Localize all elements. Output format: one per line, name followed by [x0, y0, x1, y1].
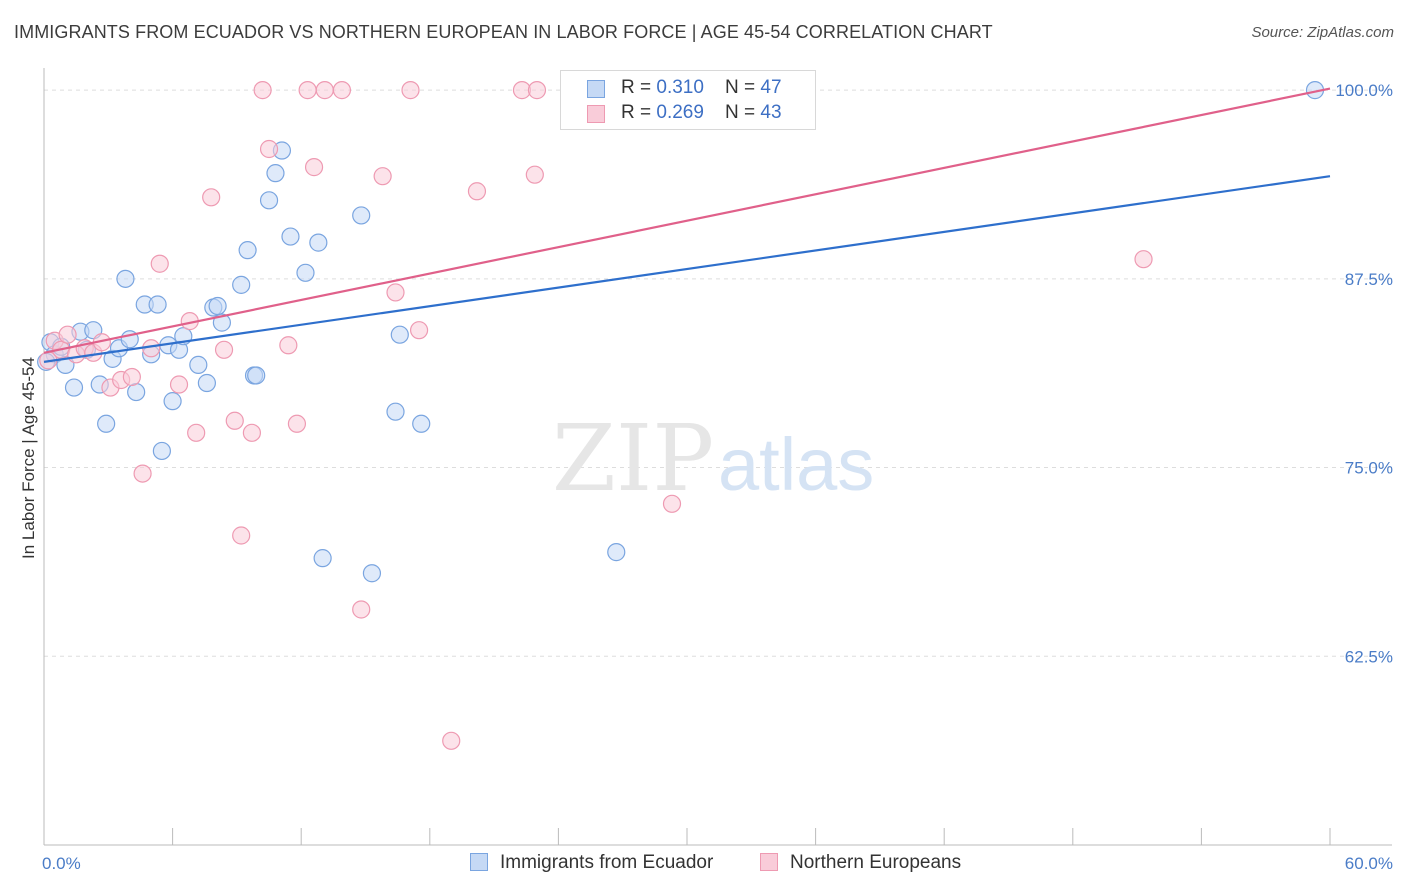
point-northern — [169, 375, 189, 394]
legend-r-value: 0.310 — [656, 77, 704, 98]
point-northern — [232, 526, 251, 545]
point-northern — [401, 81, 420, 100]
x-tick-label: 60.0% — [1345, 854, 1393, 873]
point-ecuador — [97, 414, 116, 433]
point-northern — [214, 340, 234, 359]
point-ecuador — [412, 414, 431, 433]
point-ecuador — [232, 275, 251, 294]
axes — [43, 68, 1392, 846]
y-axis-label: In Labor Force | Age 45-54 — [19, 357, 38, 559]
watermark-zip: ZIP — [552, 405, 714, 512]
point-northern — [259, 139, 279, 159]
point-ecuador — [127, 382, 146, 402]
point-northern — [442, 731, 461, 750]
point-ecuador — [64, 378, 84, 397]
point-northern — [525, 165, 544, 184]
y-tick-label: 87.5% — [1345, 270, 1393, 289]
point-ecuador — [390, 325, 409, 344]
point-northern — [662, 494, 682, 513]
point-ecuador — [247, 366, 266, 385]
point-northern — [467, 182, 487, 201]
legend-n-label: N = — [725, 102, 761, 123]
legend-swatch-northern — [587, 105, 605, 123]
watermark: ZIP atlas — [552, 405, 874, 512]
legend-swatch-northern — [760, 853, 778, 871]
legend-r-label: R = — [621, 77, 657, 98]
watermark-atlas: atlas — [718, 423, 874, 506]
correlation-legend: R = 0.310 N = 47 R = 0.269 N = 43 — [560, 70, 816, 130]
point-northern — [287, 414, 307, 433]
point-ecuador — [313, 549, 332, 568]
legend-n-value: 43 — [760, 102, 782, 123]
point-ecuador — [281, 227, 300, 246]
point-ecuador — [189, 355, 208, 374]
point-northern — [332, 81, 352, 100]
point-northern — [225, 411, 244, 430]
legend-label-ecuador: Immigrants from Ecuador — [500, 852, 714, 873]
point-northern — [253, 81, 272, 100]
point-northern — [1134, 250, 1153, 269]
point-ecuador — [259, 191, 279, 210]
point-northern — [304, 158, 324, 177]
point-ecuador — [309, 233, 328, 252]
point-northern — [150, 254, 169, 273]
legend-label-northern: Northern Europeans — [790, 852, 962, 873]
point-ecuador — [152, 441, 171, 461]
point-ecuador — [296, 263, 315, 282]
legend-item-ecuador: Immigrants from Ecuador — [470, 852, 713, 874]
point-northern — [527, 81, 547, 100]
point-northern — [122, 367, 141, 387]
trend-lines — [43, 87, 1331, 363]
point-northern — [386, 283, 405, 302]
point-northern — [202, 188, 221, 207]
trend-line-ecuador — [43, 175, 1331, 363]
data-points — [37, 81, 1325, 750]
point-ecuador — [238, 241, 257, 260]
chart-title: IMMIGRANTS FROM ECUADOR VS NORTHERN EURO… — [14, 22, 993, 42]
legend-r-label: R = — [621, 102, 657, 123]
point-northern — [242, 423, 262, 442]
legend-n-label: N = — [725, 77, 761, 98]
legend-r-value: 0.269 — [656, 102, 704, 123]
point-northern — [315, 81, 334, 100]
point-ecuador — [362, 564, 382, 583]
point-northern — [58, 325, 77, 344]
point-northern — [352, 600, 371, 619]
point-northern — [373, 167, 392, 186]
point-ecuador — [607, 543, 626, 562]
point-northern — [279, 336, 298, 355]
point-ecuador — [197, 373, 216, 393]
point-northern — [409, 321, 429, 340]
y-tick-label: 62.5% — [1345, 647, 1393, 666]
x-tick-label: 0.0% — [42, 854, 81, 873]
point-northern — [187, 423, 206, 442]
point-ecuador — [163, 392, 182, 411]
source-label: Source: ZipAtlas.com — [1251, 24, 1394, 41]
point-ecuador — [148, 295, 167, 314]
point-northern — [298, 81, 317, 100]
y-tick-label: 75.0% — [1345, 459, 1393, 478]
y-tick-label: 100.0% — [1335, 81, 1393, 100]
point-ecuador — [116, 269, 135, 288]
point-ecuador — [266, 164, 285, 183]
legend-swatch-ecuador — [470, 853, 488, 871]
legend-swatch-ecuador — [587, 80, 605, 98]
point-ecuador — [212, 313, 231, 332]
point-ecuador — [386, 402, 405, 421]
legend-item-northern: Northern Europeans — [760, 852, 961, 874]
legend-n-value: 47 — [760, 77, 782, 98]
tick-labels: 100.0% 87.5% 75.0% 62.5% 0.0% 60.0% — [42, 81, 1393, 873]
point-ecuador — [208, 296, 227, 316]
trend-line-northern — [43, 87, 1331, 354]
point-ecuador — [352, 206, 371, 225]
point-northern — [133, 464, 152, 483]
